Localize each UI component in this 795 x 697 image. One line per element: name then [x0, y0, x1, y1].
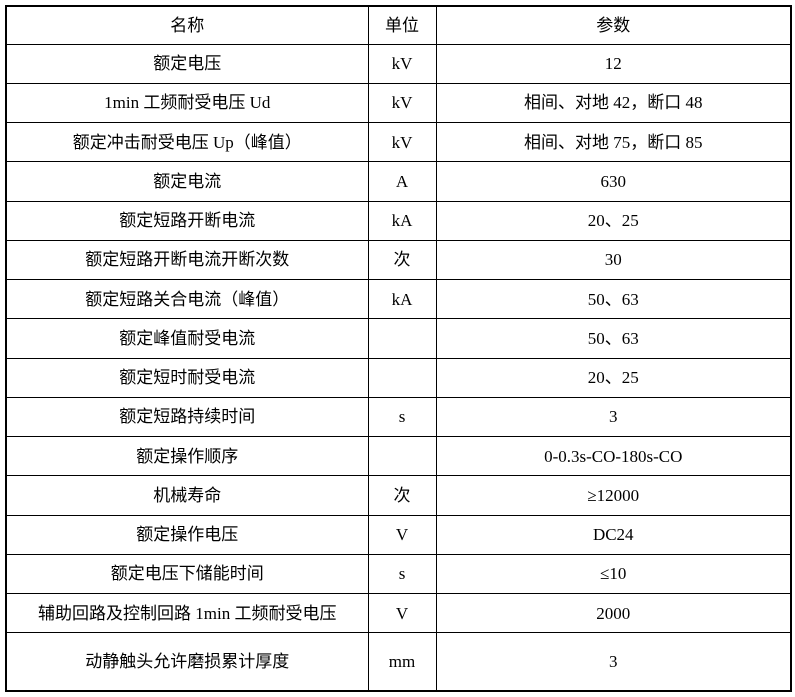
- table-row: 辅助回路及控制回路 1min 工频耐受电压 V 2000: [5, 593, 792, 634]
- row-cell-name: 1min 工频耐受电压 Ud: [5, 82, 369, 124]
- row-cell-unit: [367, 436, 437, 477]
- row-cell-unit: kA: [367, 279, 437, 320]
- row-cell-param: 3: [435, 632, 792, 692]
- row-cell-param: 12: [435, 43, 792, 84]
- row-cell-unit: kV: [367, 43, 437, 84]
- row-cell-unit: kV: [367, 82, 437, 124]
- row-cell-name: 额定操作顺序: [5, 436, 369, 477]
- table-row: 额定电流 A 630: [5, 161, 792, 202]
- row-cell-unit: s: [367, 396, 437, 438]
- row-cell-unit: V: [367, 514, 437, 555]
- table-row: 动静触头允许磨损累计厚度 mm 3: [5, 632, 792, 692]
- row-cell-name: 额定短时耐受电流: [5, 357, 369, 398]
- row-cell-unit: 次: [367, 239, 437, 281]
- row-cell-param: 50、63: [435, 279, 792, 320]
- row-cell-name: 额定冲击耐受电压 Up（峰值）: [5, 122, 369, 163]
- row-cell-param: 20、25: [435, 357, 792, 398]
- row-cell-name: 额定短路开断电流开断次数: [5, 239, 369, 281]
- spec-table-header: 名称 单位 参数: [5, 5, 792, 45]
- header-cell-name: 名称: [5, 5, 369, 45]
- table-row: 额定操作电压 V DC24: [5, 514, 792, 555]
- table-row: 额定短时耐受电流 20、25: [5, 357, 792, 398]
- row-cell-name: 额定电压下储能时间: [5, 553, 369, 595]
- spec-table-body: 额定电压 kV 12 1min 工频耐受电压 Ud kV 相间、对地 42，断口 48 额定…: [5, 43, 792, 692]
- row-cell-name: 额定操作电压: [5, 514, 369, 555]
- row-cell-unit: kA: [367, 200, 437, 241]
- header-row: 名称 单位 参数: [5, 5, 792, 45]
- row-cell-param: ≥12000: [435, 475, 792, 516]
- table-row: 额定电压 kV 12: [5, 43, 792, 84]
- row-cell-name: 额定峰值耐受电流: [5, 318, 369, 359]
- row-cell-param: 630: [435, 161, 792, 202]
- spec-table: 名称 单位 参数 额定电压 kV 12 1min 工频耐受电压 Ud kV 相间、对地 4…: [5, 5, 792, 692]
- table-row: 额定冲击耐受电压 Up（峰值） kV 相间、对地 75，断口 85: [5, 122, 792, 163]
- row-cell-param: 20、25: [435, 200, 792, 241]
- table-row: 额定短路开断电流开断次数次 30: [5, 239, 792, 281]
- row-cell-unit: [367, 318, 437, 359]
- row-cell-name: 额定短路关合电流（峰值）: [5, 279, 369, 320]
- row-cell-name: 额定短路持续时间: [5, 396, 369, 438]
- table-row: 额定短路开断电流 kA 20、25: [5, 200, 792, 241]
- row-cell-param: 2000: [435, 593, 792, 634]
- table-row: 额定峰值耐受电流 50、63: [5, 318, 792, 359]
- row-cell-param: ≤10: [435, 553, 792, 595]
- row-cell-unit: A: [367, 161, 437, 202]
- row-cell-param: 0-0.3s-CO-180s-CO: [435, 436, 792, 477]
- row-cell-name: 动静触头允许磨损累计厚度: [5, 632, 369, 692]
- row-cell-unit: [367, 357, 437, 398]
- table-row: 额定操作顺序 0-0.3s-CO-180s-CO: [5, 436, 792, 477]
- header-cell-param: 参数: [435, 5, 792, 45]
- row-cell-name: 机械寿命: [5, 475, 369, 516]
- row-cell-name: 额定短路开断电流: [5, 200, 369, 241]
- header-cell-unit: 单位: [367, 5, 437, 45]
- row-cell-name: 额定电流: [5, 161, 369, 202]
- row-cell-param: 相间、对地 42，断口 48: [435, 82, 792, 124]
- row-cell-unit: 次: [367, 475, 437, 516]
- row-cell-unit: s: [367, 553, 437, 595]
- row-cell-param: 50、63: [435, 318, 792, 359]
- table-row: 机械寿命次 ≥12000: [5, 475, 792, 516]
- table-row: 1min 工频耐受电压 Ud kV 相间、对地 42，断口 48: [5, 82, 792, 124]
- row-cell-unit: mm: [367, 632, 437, 692]
- row-cell-unit: kV: [367, 122, 437, 163]
- row-cell-param: 3: [435, 396, 792, 438]
- row-cell-unit: V: [367, 593, 437, 634]
- table-row: 额定短路关合电流（峰值） kA 50、63: [5, 279, 792, 320]
- row-cell-param: 相间、对地 75，断口 85: [435, 122, 792, 163]
- table-row: 额定短路持续时间 s 3: [5, 396, 792, 438]
- row-cell-param: 30: [435, 239, 792, 281]
- row-cell-name: 额定电压: [5, 43, 369, 84]
- row-cell-name: 辅助回路及控制回路 1min 工频耐受电压: [5, 593, 369, 634]
- table-row: 额定电压下储能时间 s ≤10: [5, 553, 792, 595]
- row-cell-param: DC24: [435, 514, 792, 555]
